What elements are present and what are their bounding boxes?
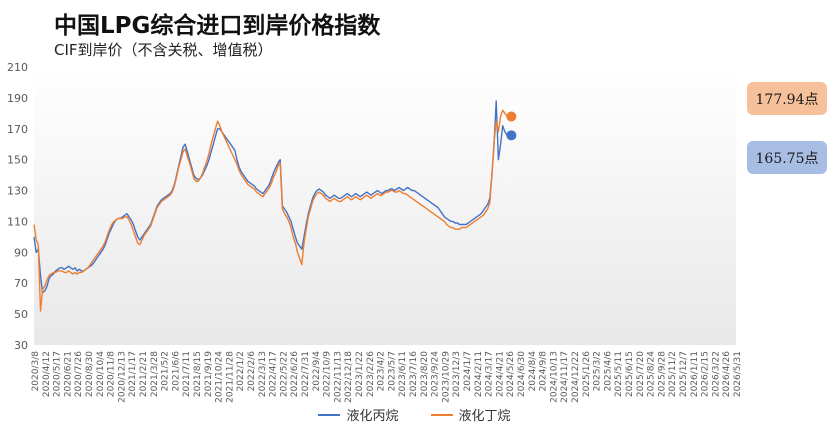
x-tick-label: 2024/12/22 [571,351,581,403]
x-tick-label: 2022/4/17 [269,351,279,397]
legend-item-propane[interactable]: 液化丙烷 [318,405,399,424]
legend-swatch-propane [318,413,341,416]
x-tick-label: 2021/9/19 [204,351,214,397]
x-tick-label: 2026/1/11 [690,351,700,397]
x-tick-label: 2025/3/2 [593,351,603,391]
x-tick-label: 2024/9/8 [539,351,549,392]
end-marker-butane [506,111,517,122]
legend-swatch-butane [430,413,453,416]
x-tick-label: 2022/10/9 [323,351,333,397]
y-tick-label: 170 [7,123,28,136]
x-tick-label: 2026/2/15 [701,351,711,397]
x-tick-label: 2021/6/6 [171,351,181,392]
chart-subtitle: CIF到岸价（不含关税、增值税） [54,41,273,59]
x-tick-label: 2023/6/11 [398,351,408,397]
y-tick-label: 90 [14,246,28,259]
x-tick-label: 2023/2/26 [366,351,376,397]
x-tick-label: 2026/4/26 [722,351,732,397]
y-tick-label: 70 [14,277,28,290]
x-tick-label: 2020/3/8 [31,351,41,392]
x-tick-label: 2025/9/28 [657,351,667,397]
x-tick-label: 2025/11/2 [668,351,678,397]
chart-title: 中国LPG综合进口到岸价格指数 [54,13,381,39]
legend-label-propane: 液化丙烷 [346,409,399,424]
x-tick-label: 2025/4/6 [603,351,613,392]
x-tick-label: 2021/7/11 [182,351,192,397]
x-tick-label: 2024/5/26 [506,351,516,397]
plot-area-background [34,67,736,345]
x-tick-label: 2020/4/12 [42,351,52,397]
x-tick-label: 2025/8/24 [647,351,657,397]
x-tick-label: 2020/8/30 [85,351,95,397]
x-tick-label: 2025/1/26 [582,351,592,397]
end-marker-propane [506,130,517,141]
x-tick-label: 2021/10/24 [215,351,225,403]
x-tick-label: 2022/7/31 [301,351,311,397]
x-tick-label: 2021/3/28 [150,351,160,397]
x-tick-label: 2026/5/31 [733,351,743,397]
x-tick-label: 2025/5/11 [614,351,624,397]
butane-value-callout: 177.94点 [747,82,827,115]
x-tick-label: 2020/10/4 [96,351,106,397]
y-tick-label: 50 [14,308,28,321]
x-tick-label: 2022/1/2 [236,351,246,391]
x-tick-label: 2024/3/17 [485,351,495,397]
y-tick-label: 30 [14,339,28,352]
x-tick-label: 2023/10/29 [441,351,451,403]
x-tick-label: 2023/7/16 [409,351,419,397]
x-tick-label: 2022/5/22 [279,351,289,397]
x-tick-label: 2025/12/7 [679,351,689,397]
y-tick-label: 130 [7,185,28,198]
x-tick-label: 2025/6/15 [625,351,635,397]
x-tick-label: 2022/12/18 [344,351,354,403]
x-tick-label: 2023/5/7 [387,351,397,391]
legend-item-butane[interactable]: 液化丁烷 [430,405,511,424]
propane-value-callout: 165.75点 [747,141,827,174]
series-lines [33,100,508,312]
x-tick-label: 2020/5/17 [53,351,63,397]
x-tick-label: 2020/12/13 [117,351,127,403]
x-tick-label: 2021/5/2 [161,351,171,391]
x-tick-label: 2024/6/30 [517,351,527,397]
chart-legend: 液化丙烷 液化丁烷 [0,405,829,424]
x-tick-label: 2024/1/7 [463,351,473,391]
x-tick-label: 2023/8/20 [420,351,430,397]
x-tick-label: 2023/12/3 [452,351,462,397]
x-tick-label: 2022/11/13 [333,351,343,403]
x-tick-label: 2021/8/15 [193,351,203,397]
x-tick-label: 2022/3/13 [258,351,268,397]
x-tick-label: 2023/4/2 [377,351,387,391]
series-line-butane [33,109,508,312]
x-tick-label: 2024/4/21 [495,351,505,397]
x-tick-label: 2026/3/22 [711,351,721,397]
y-axis-tick-labels: 30 50 70 90 110 130 150 170 190 210 [7,61,28,352]
series-line-propane [33,100,508,294]
x-tick-label: 2020/11/8 [107,351,117,397]
x-tick-label: 2024/11/17 [560,351,570,403]
x-tick-label: 2024/2/11 [474,351,484,397]
x-tick-label: 2020/7/26 [74,351,84,397]
x-tick-label: 2024/10/13 [549,351,559,403]
x-tick-label: 2025/7/20 [636,351,646,397]
x-tick-label: 2023/9/24 [431,351,441,397]
y-tick-label: 110 [7,215,28,228]
x-tick-label: 2021/2/21 [139,351,149,397]
x-tick-label: 2021/1/17 [128,351,138,397]
legend-label-butane: 液化丁烷 [458,409,511,424]
end-markers [506,111,517,141]
y-tick-label: 210 [7,61,28,74]
x-tick-label: 2020/6/21 [63,351,73,397]
x-tick-label: 2022/6/26 [290,351,300,397]
y-tick-label: 150 [7,154,28,167]
x-tick-label: 2023/1/22 [355,351,365,397]
y-tick-label: 190 [7,92,28,105]
x-tick-label: 2021/11/28 [225,351,235,403]
x-tick-label: 2022/2/6 [247,351,257,392]
x-tick-label: 2022/9/4 [312,351,322,392]
x-tick-label: 2024/8/4 [528,351,538,392]
x-axis-tick-labels: 2020/3/8 2020/4/12 2020/5/17 2020/6/21 2020/… [31,351,743,403]
